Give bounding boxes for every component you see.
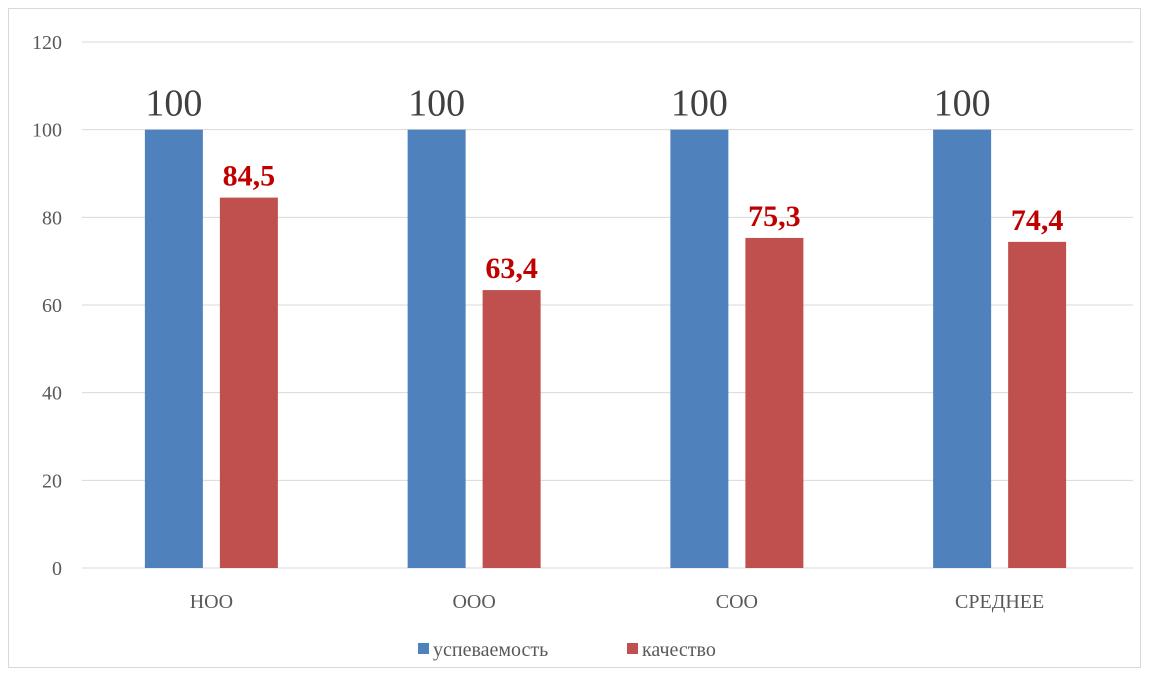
x-category-label: СРЕДНЕЕ <box>955 591 1044 613</box>
bar-kachestvo <box>745 237 804 568</box>
y-tick-label: 0 <box>52 558 62 580</box>
bar-uspevaemost <box>933 129 992 568</box>
bar-uspevaemost <box>407 129 466 568</box>
legend-swatch <box>627 643 638 654</box>
bar-kachestvo <box>482 290 541 568</box>
y-tick-label: 120 <box>32 32 62 54</box>
data-label: 100 <box>671 83 728 125</box>
y-tick-label: 100 <box>32 120 62 142</box>
legend-label: качество <box>642 639 716 661</box>
legend-label: успеваемость <box>433 639 548 661</box>
data-labels: 100 84,5 100 63,4 100 75,3 100 74,4 <box>145 83 1063 285</box>
x-category-label: НОО <box>190 591 233 613</box>
data-label: 84,5 <box>223 160 276 193</box>
y-tick-label: 40 <box>42 383 62 405</box>
bar-uspevaemost <box>670 129 729 568</box>
bar-uspevaemost <box>144 129 203 568</box>
y-axis-ticks: 0 20 40 60 80 100 120 <box>32 32 62 580</box>
data-label: 100 <box>145 83 202 125</box>
x-category-label: ООО <box>452 591 495 613</box>
data-label: 100 <box>934 83 991 125</box>
data-label: 63,4 <box>485 252 538 285</box>
bar-kachestvo <box>1008 241 1067 568</box>
x-axis-categories: НОО ООО СОО СРЕДНЕЕ <box>190 591 1045 613</box>
y-tick-label: 80 <box>42 207 62 229</box>
data-label: 75,3 <box>748 200 801 233</box>
y-tick-label: 20 <box>42 470 62 492</box>
legend-swatch <box>418 643 429 654</box>
legend: успеваемость качество <box>418 639 716 661</box>
data-label: 100 <box>408 83 465 125</box>
x-category-label: СОО <box>716 591 758 613</box>
bar-kachestvo <box>219 197 278 568</box>
bars <box>144 129 1067 568</box>
data-label: 74,4 <box>1011 204 1064 237</box>
y-tick-label: 60 <box>42 295 62 317</box>
